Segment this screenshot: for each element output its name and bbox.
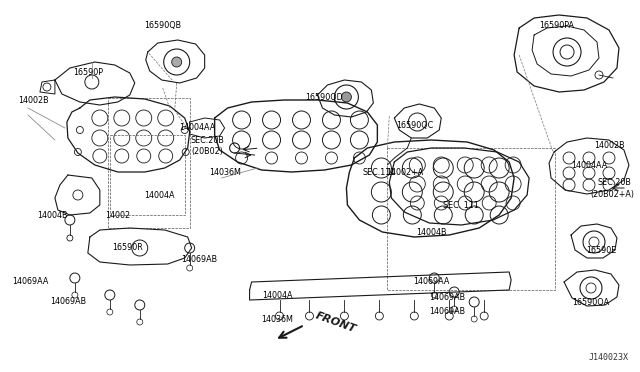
Text: 14004A: 14004A [262,291,292,299]
Text: (20B02): (20B02) [192,147,223,155]
Text: 16590R: 16590R [113,243,143,251]
Text: 16590PA: 16590PA [540,20,575,29]
Text: 14069AA: 14069AA [12,278,48,286]
Text: SEC. 111: SEC. 111 [444,201,479,209]
Text: 16590QA: 16590QA [572,298,609,307]
Text: SEC.111: SEC.111 [363,167,396,176]
Bar [110,135,185,215]
Text: 16590QC: 16590QC [396,121,433,129]
Text: FRONT: FRONT [314,310,358,334]
Text: 14069AB: 14069AB [182,256,218,264]
Text: 14002: 14002 [105,211,131,219]
Text: 14036M: 14036M [209,167,241,176]
Text: J140023X: J140023X [589,353,629,362]
Circle shape [172,57,182,67]
Text: 14002B: 14002B [18,96,49,105]
Circle shape [341,92,351,102]
Bar [387,148,555,290]
Text: 14069AB: 14069AB [50,298,86,307]
Text: 14069AA: 14069AA [413,278,449,286]
Text: 14004AA: 14004AA [571,160,607,170]
Text: 14069AB: 14069AB [429,308,465,317]
Bar [108,98,189,228]
Text: 14002B: 14002B [594,141,624,150]
Text: 14036M: 14036M [262,315,294,324]
Text: SEC.20B: SEC.20B [191,135,225,144]
Text: 14004B: 14004B [416,228,447,237]
Text: (20B02+A): (20B02+A) [590,189,634,199]
Text: 16590QD: 16590QD [305,93,343,102]
Text: 14004AA: 14004AA [180,122,216,131]
Text: 16590P: 16590P [73,67,103,77]
Text: 14069AB: 14069AB [429,292,465,301]
Text: 14002+A: 14002+A [386,167,423,176]
Text: 16590QB: 16590QB [144,20,181,29]
Text: 16590E: 16590E [586,246,616,254]
Text: 14004A: 14004A [145,190,175,199]
Text: 14004B: 14004B [36,211,67,219]
Text: SEC.20B: SEC.20B [597,177,631,186]
